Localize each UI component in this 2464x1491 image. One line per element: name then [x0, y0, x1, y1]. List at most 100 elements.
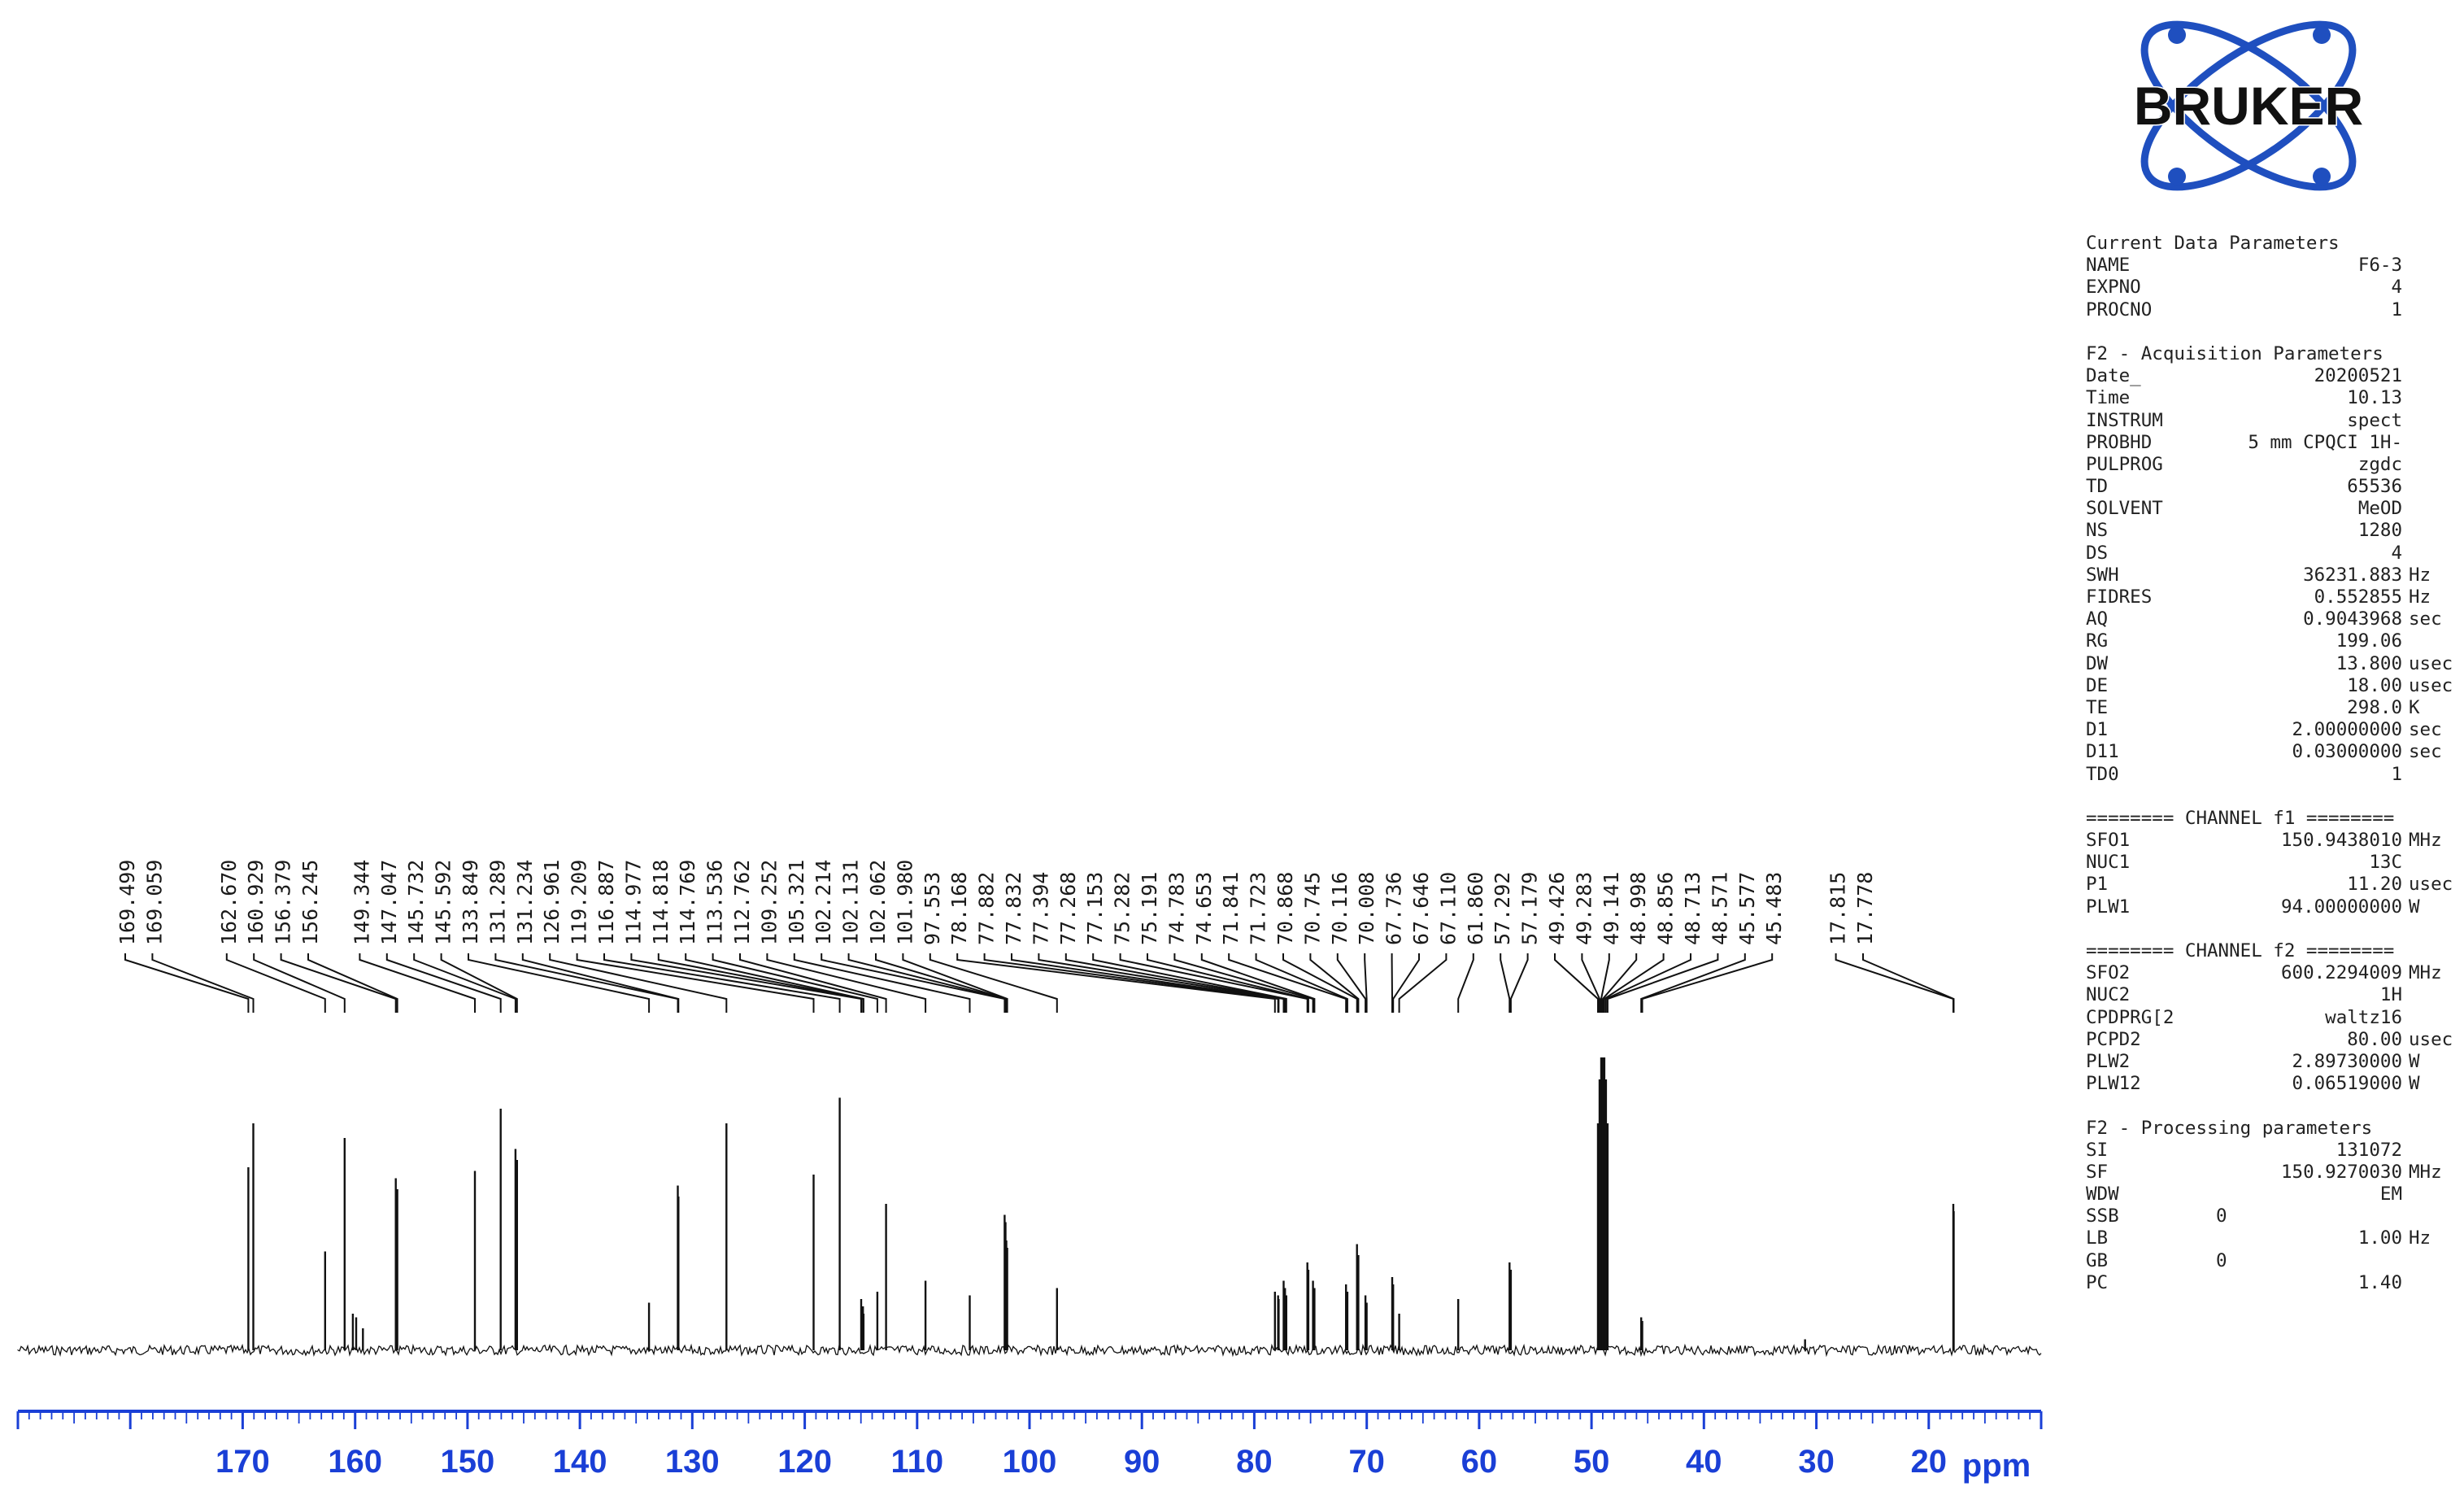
- peak-label: 169.059: [142, 860, 166, 945]
- peak-label-connector: [1064, 953, 1286, 1013]
- param-key: Date_: [2086, 365, 2141, 387]
- peak-label-connector: [124, 953, 250, 1013]
- baseline-noise-trace: [17, 1343, 2042, 1358]
- peak-label: 67.736: [1382, 872, 1406, 945]
- peak-label: 101.980: [893, 860, 916, 945]
- param-row: Date_ 20200521: [2086, 365, 2456, 387]
- param-row: D1 2.00000000 sec: [2086, 719, 2456, 741]
- axis-unit-label: ppm: [1962, 1448, 2031, 1484]
- peak-label-connector: [359, 953, 476, 1013]
- peak-label: 48.998: [1626, 872, 1650, 945]
- param-row: PLW1 94.00000000 W: [2086, 896, 2456, 918]
- peak-label-connector: [1364, 953, 1368, 1013]
- peak-label-connector: [1309, 953, 1360, 1013]
- peak-label-connector: [253, 953, 346, 1013]
- param-section-title: ======== CHANNEL f1 ========: [2086, 807, 2395, 829]
- param-section-gap: [2086, 1095, 2456, 1117]
- param-key: PROCNO: [2086, 299, 2153, 320]
- bruker-orbit-dot: [2313, 168, 2331, 185]
- peak-label: 131.289: [485, 860, 509, 945]
- peak-label-connector: [793, 953, 971, 1013]
- param-unit: [2402, 255, 2456, 277]
- peak-label: 113.536: [703, 860, 727, 945]
- peak-label: 114.769: [676, 860, 699, 945]
- param-value: 0.03000000: [2292, 741, 2402, 763]
- param-key: D11: [2086, 741, 2119, 763]
- peak-label-connector: [225, 953, 326, 1013]
- param-key: PULPROG: [2086, 453, 2163, 475]
- param-unit: [2402, 1205, 2456, 1227]
- peak-label-connector: [875, 953, 1008, 1013]
- param-row: SFO2 600.2294009 MHz: [2086, 962, 2456, 984]
- axis-tick-label: 100: [1003, 1444, 1057, 1480]
- peak-label: 45.483: [1762, 872, 1786, 945]
- param-section-gap: [2086, 786, 2456, 808]
- param-unit: [2402, 1184, 2456, 1205]
- peak-label: 109.252: [757, 860, 781, 945]
- param-unit: [2402, 365, 2456, 387]
- axis-tick-label: 90: [1124, 1444, 1160, 1480]
- param-key: INSTRUM: [2086, 409, 2163, 431]
- param-key: P1: [2086, 874, 2109, 896]
- peak-label-connector: [280, 953, 397, 1013]
- peak-label-connector: [151, 953, 255, 1013]
- param-row: AQ 0.9043968 sec: [2086, 608, 2456, 630]
- param-key: GB: [2086, 1249, 2109, 1271]
- param-unit: sec: [2409, 608, 2442, 630]
- param-unit: [2402, 432, 2456, 454]
- param-key: SWH: [2086, 564, 2119, 586]
- axis-tick-label: 160: [328, 1444, 382, 1480]
- peak-label: 67.110: [1436, 872, 1460, 945]
- param-key: PROBHD: [2086, 431, 2153, 453]
- param-unit: MHz: [2409, 1161, 2442, 1183]
- peak-label: 114.818: [649, 860, 673, 945]
- param-value: 4: [2391, 542, 2402, 564]
- peak-label: 70.868: [1273, 872, 1297, 945]
- peak-label-connector: [929, 953, 1058, 1013]
- peak-label: 102.131: [839, 860, 863, 945]
- peak-label-connector: [1119, 953, 1308, 1013]
- acquisition-parameters-panel: Current Data Parameters NAME F6-3 EXPNO 4 PRO…: [2086, 233, 2456, 1294]
- param-value: 0.552855: [2314, 586, 2402, 608]
- peak-label: 149.344: [350, 860, 373, 945]
- param-value: 20200521: [2314, 365, 2402, 387]
- param-unit: K: [2409, 696, 2420, 718]
- param-value: 18.00: [2347, 674, 2402, 696]
- param-value: 0.9043968: [2303, 608, 2402, 630]
- param-row: TD0 1: [2086, 764, 2456, 786]
- param-key: AQ: [2086, 608, 2109, 630]
- param-value: 1.00: [2357, 1227, 2402, 1249]
- param-row: SF 150.9270030 MHz: [2086, 1162, 2456, 1184]
- param-unit: [2402, 498, 2456, 520]
- peak-label: 97.553: [921, 872, 944, 945]
- param-value: 1H: [2379, 984, 2402, 1006]
- param-row: TE 298.0 K: [2086, 697, 2456, 719]
- peak-label-connector: [821, 953, 1006, 1013]
- peak-label-connector: [739, 953, 887, 1013]
- axis-tick-label: 120: [777, 1444, 832, 1480]
- param-key: WDW: [2086, 1184, 2119, 1205]
- param-section-title: Current Data Parameters: [2086, 233, 2340, 254]
- peak-label: 145.732: [404, 860, 428, 945]
- peak-label: 71.723: [1247, 872, 1270, 945]
- peak-label-connector: [1603, 953, 1665, 1013]
- peak-label-connector: [1392, 953, 1420, 1013]
- peak-label: 49.141: [1600, 872, 1623, 945]
- param-value: 131072: [2336, 1139, 2402, 1161]
- param-unit: usec: [2409, 874, 2453, 896]
- param-key: NS: [2086, 520, 2109, 542]
- param-row: NAME F6-3: [2086, 255, 2456, 277]
- param-unit: [2402, 630, 2456, 652]
- param-unit: [2402, 410, 2456, 432]
- param-value: 298.0: [2347, 696, 2402, 718]
- axis-tick-label: 150: [441, 1444, 495, 1480]
- peak-label: 114.977: [621, 860, 645, 945]
- peak-label: 75.191: [1138, 872, 1161, 945]
- param-key: NUC2: [2086, 984, 2131, 1006]
- param-value: 1280: [2357, 520, 2402, 542]
- peak-label: 105.321: [785, 860, 808, 945]
- param-key: TD: [2086, 476, 2109, 498]
- param-unit: usec: [2409, 1028, 2453, 1050]
- param-row: EXPNO 4: [2086, 277, 2456, 299]
- param-row: D11 0.03000000 sec: [2086, 741, 2456, 763]
